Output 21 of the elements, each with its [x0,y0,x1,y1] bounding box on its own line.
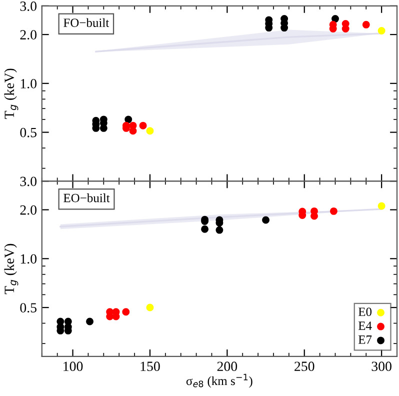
y-tick-label: 3.0 [20,2,37,11]
x-tick-label: 100 [64,362,83,372]
y-tick-label: 0.5 [20,128,36,138]
y-tick-label: 1.0 [20,254,37,264]
x-tick-label: 200 [217,362,238,372]
x-tick-label: 150 [140,362,160,372]
x-axis-title: σ$_{e8}$ (km s$^{−1}$) [186,374,252,388]
legend-label: E7 [358,336,372,344]
y-tick-label: 1.0 [20,78,37,88]
legend-label: E0 [358,308,372,316]
annotation: EO−built [64,193,110,202]
y-axis-title: T$_{g}$ (keV) [4,244,18,294]
y-axis-title: T$_{g}$ (keV) [4,68,18,119]
x-tick-label: 250 [294,362,314,372]
x-tick-label: 300 [372,362,392,372]
y-tick-label: 2.0 [20,30,37,40]
y-tick-label: 2.0 [20,205,37,215]
legend-label: E4 [358,322,372,330]
y-tick-label: 0.5 [20,303,36,313]
annotation: FO−built [64,18,110,28]
y-tick-label: 3.0 [20,176,37,186]
